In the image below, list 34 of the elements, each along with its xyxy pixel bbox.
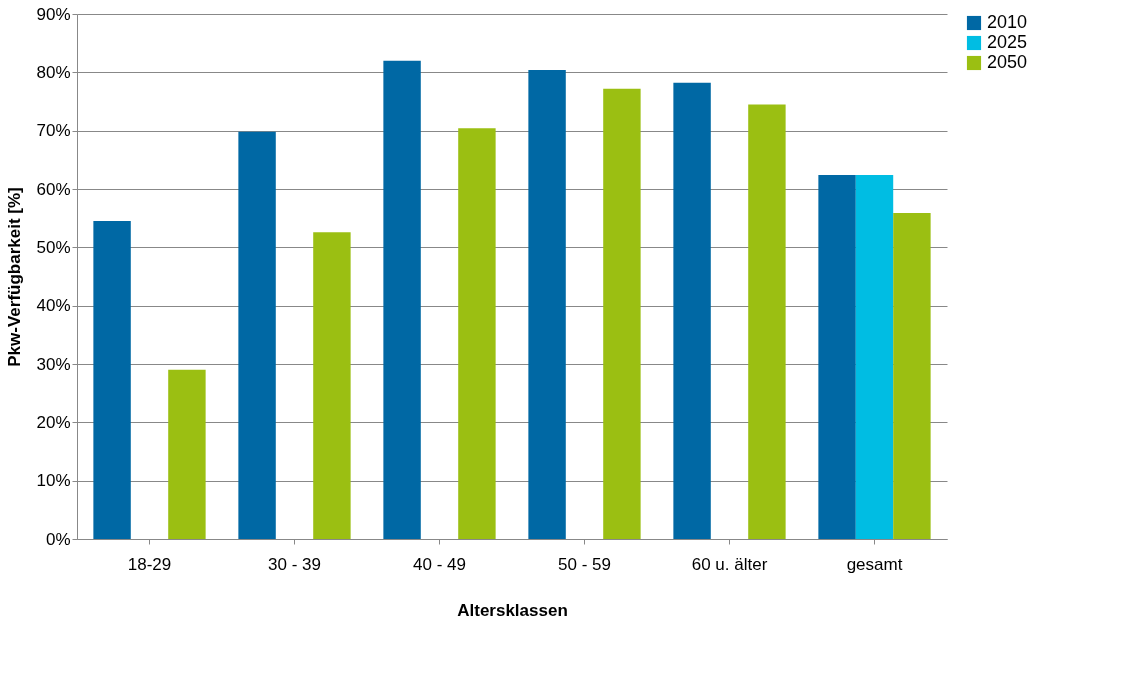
bar: [168, 369, 206, 539]
x-tick-label: 40 - 49: [413, 554, 466, 574]
bar: [673, 82, 711, 539]
x-tick-label: 18-29: [127, 554, 172, 574]
legend-label: 2050: [987, 52, 1028, 72]
x-axis-title: Altersklassen: [457, 600, 568, 620]
x-tick-label: 30 - 39: [268, 554, 321, 574]
x-tick-label: gesamt: [846, 554, 903, 574]
y-tick-label: 80%: [36, 62, 71, 82]
bar: [818, 175, 856, 539]
legend-label: 2010: [987, 12, 1028, 32]
bar: [458, 128, 496, 539]
bar: [893, 212, 931, 539]
bar: [383, 60, 421, 539]
y-tick-label: 0%: [45, 529, 71, 549]
bar: [93, 221, 131, 539]
y-tick-label: 60%: [36, 179, 71, 199]
y-tick-label: 30%: [36, 354, 71, 374]
bar: [855, 175, 894, 539]
bar: [603, 88, 641, 539]
bar: [528, 70, 566, 539]
bar: [748, 104, 786, 539]
x-tick-label: 50 - 59: [558, 554, 611, 574]
bar: [238, 131, 276, 539]
y-tick-label: 20%: [36, 412, 71, 432]
bar: [313, 232, 351, 539]
y-tick-label: 90%: [36, 4, 71, 24]
legend-label: 2025: [987, 32, 1028, 52]
y-tick-label: 50%: [36, 237, 71, 257]
y-axis-title: Pkw-Verfügbarkeit [%]: [5, 187, 25, 367]
x-tick-label: 60 u. älter: [691, 554, 768, 574]
y-tick-label: 40%: [36, 296, 71, 316]
y-tick-label: 70%: [36, 121, 71, 141]
y-tick-label: 10%: [36, 471, 71, 491]
